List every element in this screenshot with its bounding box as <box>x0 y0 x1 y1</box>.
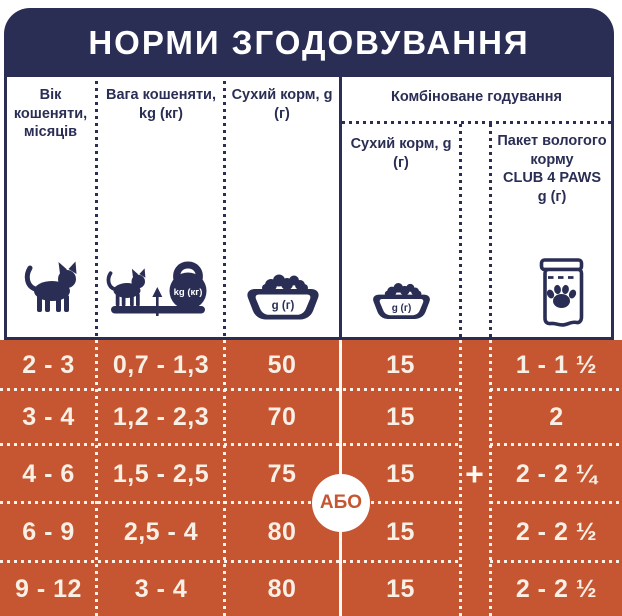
table-cell: 4 - 6 <box>22 459 75 488</box>
column-header-age-line2: місяців <box>23 124 78 140</box>
divider-body-sub1-gap <box>459 340 462 616</box>
divider-col1-col2 <box>95 81 98 337</box>
column-header-age-line1: Вік кошеняти, <box>13 87 88 122</box>
row-divider-2b <box>490 443 622 446</box>
table-cell: 15 <box>386 350 415 379</box>
divider-combined-subheader <box>342 121 611 124</box>
paw-print-icon <box>546 284 577 308</box>
table-cell: 6 - 9 <box>22 518 75 546</box>
page-title: НОРМИ ЗГОДОВУВАННЯ <box>88 23 530 61</box>
kitten-icon <box>24 261 77 312</box>
table-cell: 2 - 2 ¼ <box>515 459 598 488</box>
column-header-age: Вік кошеняти, місяців <box>4 86 97 142</box>
divider-col2-col3 <box>223 81 226 337</box>
table-cell: 9 - 12 <box>15 574 82 603</box>
column-header-weight: Вага кошеняти, kg (кг) <box>97 86 225 123</box>
table-cell: 2 - 2 ½ <box>515 518 598 546</box>
or-badge: АБО <box>312 474 370 532</box>
table-body <box>0 340 622 616</box>
row-divider-4 <box>0 560 459 563</box>
divider-body-gap-sub2 <box>489 340 492 616</box>
plus-connector: + <box>465 455 484 492</box>
row-divider-3b <box>490 501 622 504</box>
row-divider-3 <box>0 501 459 504</box>
subheader-wet-line4: g (г) <box>537 188 567 205</box>
divider-body-col1-col2 <box>95 340 98 616</box>
column-header-weight-line2: kg (кг) <box>139 105 183 122</box>
bowl-g-label: g (г) <box>272 300 295 312</box>
row-divider-4b <box>490 560 622 563</box>
header-banner: НОРМИ ЗГОДОВУВАННЯ <box>4 8 614 77</box>
wet-food-pouch-icon <box>539 258 584 327</box>
table-cell: 1,5 - 2,5 <box>112 459 210 488</box>
table-cell: 0,7 - 1,3 <box>112 350 210 379</box>
subheader-wet-line2: корму <box>530 151 574 168</box>
divider-col3-combined <box>339 77 342 337</box>
column-header-combined: Комбіноване годування <box>390 89 562 105</box>
kitten-weight-scale-icon: kg (кг) <box>106 261 207 316</box>
table-cell: 50 <box>267 350 297 379</box>
table-cell: 3 - 4 <box>22 403 75 431</box>
divider-gap-sub2 <box>489 124 492 337</box>
table-cell: 2 <box>549 403 564 431</box>
column-header-weight-line1: Вага кошеняти, <box>105 87 216 103</box>
divider-body-col2-col3 <box>223 340 226 616</box>
table-cell: 2,5 - 4 <box>123 518 199 546</box>
scale-kg-label: kg (кг) <box>174 287 203 298</box>
table-cell: 75 <box>267 459 297 488</box>
row-divider-2 <box>0 443 459 446</box>
row-divider-1b <box>490 388 622 391</box>
table-cell: 15 <box>386 518 415 546</box>
table-cell: 2 - 3 <box>22 350 75 379</box>
table-cell: 1 - 1 ½ <box>515 350 598 379</box>
subheader-wet-line3: CLUB 4 PAWS <box>502 170 602 186</box>
table-cell: 1,2 - 2,3 <box>112 403 210 431</box>
table-cell: 15 <box>386 574 415 603</box>
subheader-combined-wet: Пакет вологого корму CLUB 4 PAWS g (г) <box>491 132 613 206</box>
table-cell: 15 <box>386 403 415 431</box>
table-cell: 80 <box>267 518 297 546</box>
table-cell: 80 <box>267 574 297 603</box>
table-cell: 15 <box>386 459 415 488</box>
subheader-wet-line1: Пакет вологого <box>497 133 607 149</box>
divider-sub1-gap <box>459 124 462 337</box>
row-divider-1 <box>0 388 459 391</box>
bowl-g-label-small: g (г) <box>392 303 412 314</box>
food-bowl-small-icon: g (г) <box>373 283 430 319</box>
food-bowl-icon: g (г) <box>247 274 319 320</box>
subheader-combined-dry: Сухий корм, g (г) <box>350 136 452 171</box>
table-cell: 70 <box>267 403 297 431</box>
table-cell: 2 - 2 ½ <box>515 574 598 603</box>
table-cell: 3 - 4 <box>134 574 188 603</box>
column-header-dry-food: Сухий корм, g (г) <box>231 87 333 122</box>
